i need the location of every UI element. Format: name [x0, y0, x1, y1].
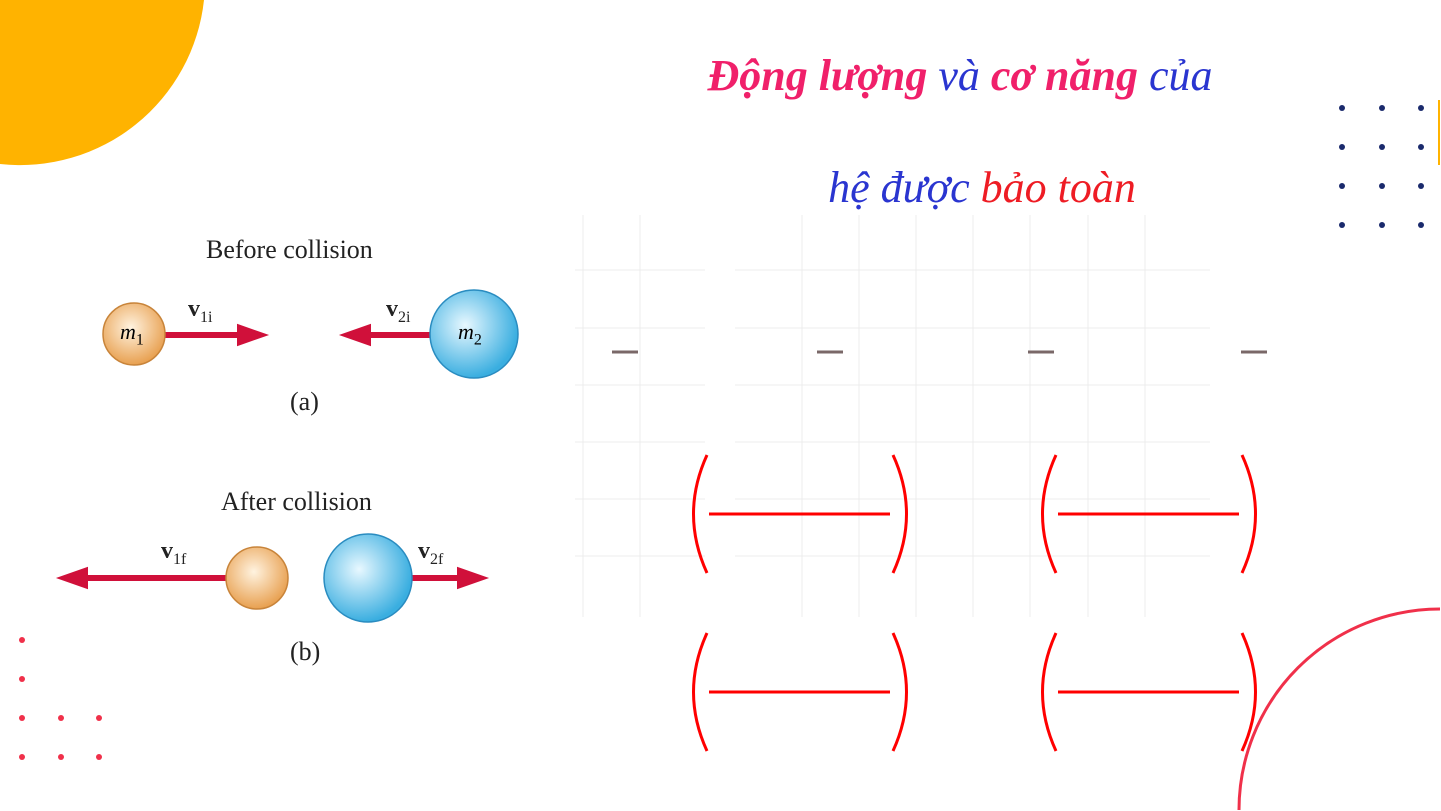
navy-dot-grid — [1339, 105, 1424, 228]
after-collision-label: After collision — [221, 487, 372, 516]
ball-m1-after — [225, 546, 289, 610]
ball-m2 — [429, 289, 519, 379]
fraction-bars — [709, 512, 1239, 694]
velocity-subscript: 1f — [173, 550, 187, 568]
ball-m2-after — [323, 533, 413, 623]
velocity-subscript: 2f — [430, 550, 444, 568]
label-v1i: v1i — [188, 296, 212, 327]
title-part: hệ được — [828, 163, 981, 212]
title-part: và — [927, 51, 991, 100]
label-v1f: v1f — [161, 538, 186, 569]
arrow-v2i — [338, 323, 432, 347]
label-m2: m2 — [458, 319, 482, 349]
label-v2i: v2i — [386, 296, 410, 327]
mass-symbol: m — [458, 319, 474, 344]
label-m1: m1 — [120, 319, 144, 349]
collision-figure — [55, 289, 519, 623]
title-part: Động lượng — [707, 51, 928, 100]
red-parentheses — [692, 454, 1257, 752]
mass-subscript: 2 — [473, 331, 482, 349]
label-v2f: v2f — [418, 538, 443, 569]
caption-a: (a) — [290, 387, 319, 416]
velocity-symbol: v — [161, 538, 173, 564]
arrow-v2f — [410, 566, 490, 590]
velocity-symbol: v — [188, 296, 200, 322]
velocity-symbol: v — [418, 538, 430, 564]
title-part: bảo toàn — [980, 163, 1136, 212]
velocity-subscript: 2i — [398, 308, 411, 326]
arrow-v1f — [55, 566, 228, 590]
slide-title: Động lượng và cơ năng của hệ được bảo to… — [560, 48, 1360, 272]
caption-b: (b) — [290, 637, 321, 666]
ball-m1 — [102, 302, 166, 366]
orange-corner-circle — [0, 0, 204, 166]
title-part: của — [1138, 51, 1213, 100]
mass-symbol: m — [120, 319, 136, 344]
velocity-symbol: v — [386, 296, 398, 322]
arrow-v1i — [165, 323, 270, 347]
mass-subscript: 1 — [135, 331, 144, 349]
red-dot-grid — [19, 637, 102, 760]
velocity-subscript: 1i — [200, 308, 213, 326]
title-part: cơ năng — [990, 51, 1138, 100]
title-line-1: Động lượng và cơ năng của — [560, 48, 1360, 104]
title-line-2: hệ được bảo toàn — [560, 104, 1360, 272]
before-collision-label: Before collision — [206, 235, 373, 264]
background-grid — [575, 215, 1210, 617]
red-corner-arc — [1237, 607, 1441, 811]
